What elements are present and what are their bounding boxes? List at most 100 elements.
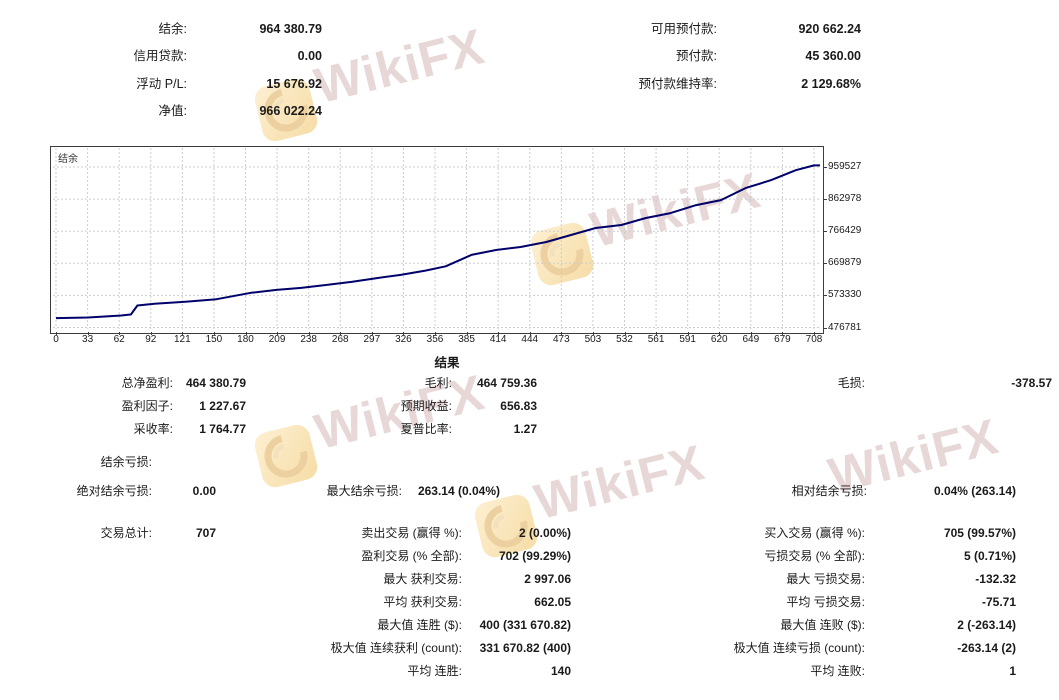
average-consecutive-losses-label: 平均 连败:	[810, 664, 865, 678]
max-consecutive-losses-label: 最大值 连败 ($):	[780, 618, 865, 632]
x-tick-label: 326	[395, 334, 412, 345]
free-margin-value: 920 662.24	[798, 22, 861, 36]
largest-profit-trade-value: 2 997.06	[524, 572, 571, 586]
drawdown-maximal-value: 263.14 (0.04%)	[417, 484, 500, 498]
average-profit-trade-value: 662.05	[534, 595, 571, 609]
x-tick-mark-icon	[592, 332, 594, 335]
x-tick-label: 92	[145, 334, 157, 345]
margin-label: 预付款:	[676, 49, 717, 63]
margin-level-label: 预付款维持率:	[638, 77, 717, 91]
max-consecutive-loss-label: 极大值 连续亏损 (count):	[733, 641, 865, 655]
credit-value: 0.00	[297, 49, 322, 63]
y-tick-mark-icon	[823, 295, 827, 297]
x-tick-label: 591	[679, 334, 696, 345]
largest-profit-trade-label: 最大 获利交易:	[383, 572, 462, 586]
profit-factor-label: 盈利因子:	[121, 399, 173, 413]
margin-value: 45 360.00	[805, 49, 861, 63]
y-tick-label: 476781	[828, 321, 862, 333]
results-header: 结果	[434, 356, 460, 370]
largest-loss-trade-label: 最大 亏损交易:	[786, 572, 865, 586]
max-consecutive-profit-value: 331 670.82 (400)	[479, 641, 571, 655]
x-tick-mark-icon	[466, 332, 468, 335]
summary-row: 净值: 966 022.24	[0, 104, 1059, 120]
x-tick-label: 150	[205, 334, 223, 345]
x-tick-mark-icon	[403, 332, 405, 335]
results-row: 平均 获利交易: 662.05 平均 亏损交易: -75.71	[0, 595, 1059, 611]
results-row: 采收率: 1 764.77 夏普比率: 1.27	[0, 422, 1059, 438]
drawdown-maximal-label: 最大结余亏损:	[326, 484, 402, 498]
drawdown-relative-label: 相对结余亏损:	[791, 484, 867, 498]
profit-factor-value: 1 227.67	[199, 399, 246, 413]
x-tick-label: 532	[616, 334, 633, 345]
x-tick-mark-icon	[371, 332, 373, 335]
results-row: 平均 连胜: 140 平均 连败: 1	[0, 664, 1059, 680]
x-tick-mark-icon	[435, 332, 436, 335]
gross-loss-label: 毛损:	[837, 376, 865, 390]
y-tick-mark-icon	[823, 199, 827, 201]
long-trades-value: 705 (99.57%)	[943, 526, 1016, 540]
x-tick-mark-icon	[308, 332, 310, 335]
balance-drawdown-label: 结余亏损:	[100, 455, 152, 469]
y-tick-label: 669879	[828, 257, 862, 269]
results-row: 极大值 连续获利 (count): 331 670.82 (400) 极大值 连…	[0, 641, 1059, 657]
balance-line	[55, 164, 820, 320]
y-tick-label: 862978	[828, 193, 862, 205]
x-tick-mark-icon	[687, 332, 689, 335]
x-tick-mark-icon	[245, 332, 247, 335]
x-tick-label: 356	[426, 334, 444, 345]
short-trades-value: 2 (0.00%)	[518, 526, 571, 540]
balance-label: 结余:	[158, 22, 187, 36]
y-tick-label: 959527	[828, 161, 862, 172]
x-tick-label: 62	[113, 334, 125, 345]
average-consecutive-wins-value: 140	[550, 664, 571, 678]
x-tick-mark-icon	[814, 332, 815, 335]
max-consecutive-profit-label: 极大值 连续获利 (count):	[330, 641, 462, 655]
x-tick-label: 180	[237, 334, 254, 345]
x-tick-label: 121	[173, 334, 191, 345]
equity-label: 净值:	[158, 104, 187, 118]
x-tick-mark-icon	[656, 332, 658, 335]
x-tick-mark-icon	[56, 332, 57, 335]
profit-trades-value: 702 (99.29%)	[498, 549, 571, 563]
x-tick-mark-icon	[750, 332, 752, 335]
x-tick-label: 649	[742, 334, 760, 345]
x-tick-mark-icon	[150, 332, 152, 335]
x-tick-mark-icon	[213, 332, 215, 335]
x-tick-label: 0	[53, 334, 59, 345]
x-tick-label: 238	[300, 334, 317, 345]
x-tick-mark-icon	[182, 332, 184, 335]
profit-trades-label: 盈利交易 (% 全部):	[361, 549, 462, 563]
margin-level-value: 2 129.68%	[801, 77, 861, 91]
drawdown-relative-value: 0.04% (263.14)	[933, 484, 1016, 498]
summary-row: 信用贷款: 0.00 预付款: 45 360.00	[0, 49, 1059, 65]
y-tick-mark-icon	[823, 167, 827, 168]
total-net-profit-label: 总净盈利:	[121, 376, 173, 390]
x-tick-label: 679	[774, 334, 791, 345]
results-row: 交易总计: 707 卖出交易 (赢得 %): 2 (0.00%) 买入交易 (赢…	[0, 526, 1059, 542]
largest-loss-trade-value: -132.32	[975, 572, 1016, 586]
x-tick-mark-icon	[719, 332, 721, 335]
x-tick-label: 708	[805, 334, 823, 345]
x-tick-mark-icon	[624, 332, 626, 335]
wikifx-watermark-text: WikiFX	[529, 434, 710, 531]
x-tick-label: 33	[82, 334, 94, 345]
short-trades-label: 卖出交易 (赢得 %):	[361, 526, 462, 540]
results-row: 结余亏损:	[0, 455, 1059, 471]
balance-chart: 结余	[50, 146, 824, 334]
gross-loss-value: -378.57	[1011, 376, 1052, 390]
max-consecutive-wins-value: 400 (331 670.82)	[479, 618, 571, 632]
x-tick-label: 268	[331, 334, 349, 345]
sharpe-ratio-value: 1.27	[513, 422, 537, 436]
x-tick-mark-icon	[529, 332, 531, 335]
results-row: 盈利交易 (% 全部): 702 (99.29%) 亏损交易 (% 全部): 5…	[0, 549, 1059, 565]
x-tick-mark-icon	[119, 332, 121, 335]
long-trades-label: 买入交易 (赢得 %):	[764, 526, 865, 540]
y-tick-mark-icon	[823, 327, 827, 329]
balance-line-chart	[53, 148, 820, 329]
max-consecutive-wins-label: 最大值 连胜 ($):	[377, 618, 462, 632]
loss-trades-label: 亏损交易 (% 全部):	[764, 549, 865, 563]
x-tick-label: 561	[647, 334, 665, 345]
y-tick-label: 766429	[828, 225, 862, 237]
x-tick-label: 414	[489, 334, 507, 345]
